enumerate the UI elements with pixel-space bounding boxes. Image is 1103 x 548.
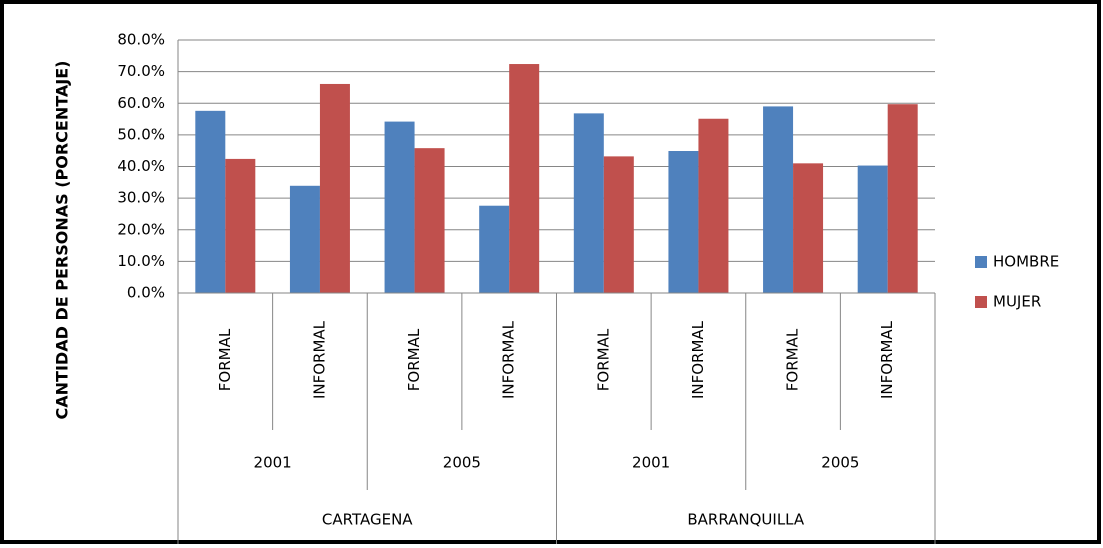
y-tick-label: 60.0% (117, 94, 165, 112)
y-tick-label: 80.0% (117, 31, 165, 49)
bar (573, 113, 604, 294)
group-label: CARTAGENA (322, 511, 413, 529)
x-tick-label: FORMAL (216, 328, 234, 391)
y-tick-label: 70.0% (117, 62, 165, 80)
bar (319, 83, 350, 294)
legend-label: MUJER (993, 293, 1041, 311)
x-tick-label: INFORMAL (310, 320, 328, 399)
legend-swatch (975, 256, 987, 268)
x-tick-label: INFORMAL (500, 320, 518, 399)
bar (793, 163, 824, 293)
bar (698, 118, 729, 293)
bar (384, 121, 415, 293)
x-tick-label: FORMAL (405, 328, 423, 391)
bar (857, 165, 888, 293)
bar (289, 185, 320, 293)
y-tick-label: 20.0% (117, 220, 165, 238)
group-label: BARRANQUILLA (687, 511, 805, 529)
bar (603, 156, 634, 293)
bar (195, 110, 226, 293)
bar (887, 104, 918, 293)
group-label: 2001 (254, 454, 292, 472)
y-tick-label: 10.0% (117, 252, 165, 270)
x-tick-label: FORMAL (784, 328, 802, 391)
bar (668, 151, 699, 293)
y-tick-label: 50.0% (117, 125, 165, 143)
y-tick-label: 30.0% (117, 189, 165, 207)
bar (509, 64, 540, 293)
bar (225, 158, 256, 293)
legend-label: HOMBRE (993, 253, 1059, 271)
group-label: 2005 (821, 454, 859, 472)
bar (763, 106, 794, 293)
y-tick-label: 0.0% (127, 284, 165, 302)
y-tick-label: 40.0% (117, 157, 165, 175)
bar (479, 205, 510, 293)
x-tick-label: INFORMAL (878, 320, 896, 399)
bar (414, 148, 445, 293)
group-label: 2005 (443, 454, 481, 472)
group-label: 2001 (632, 454, 670, 472)
legend-swatch (975, 296, 987, 308)
y-axis-label: CANTIDAD DE PERSONAS (PORCENTAJE) (53, 61, 72, 420)
x-tick-label: FORMAL (594, 328, 612, 391)
x-tick-label: INFORMAL (689, 320, 707, 399)
